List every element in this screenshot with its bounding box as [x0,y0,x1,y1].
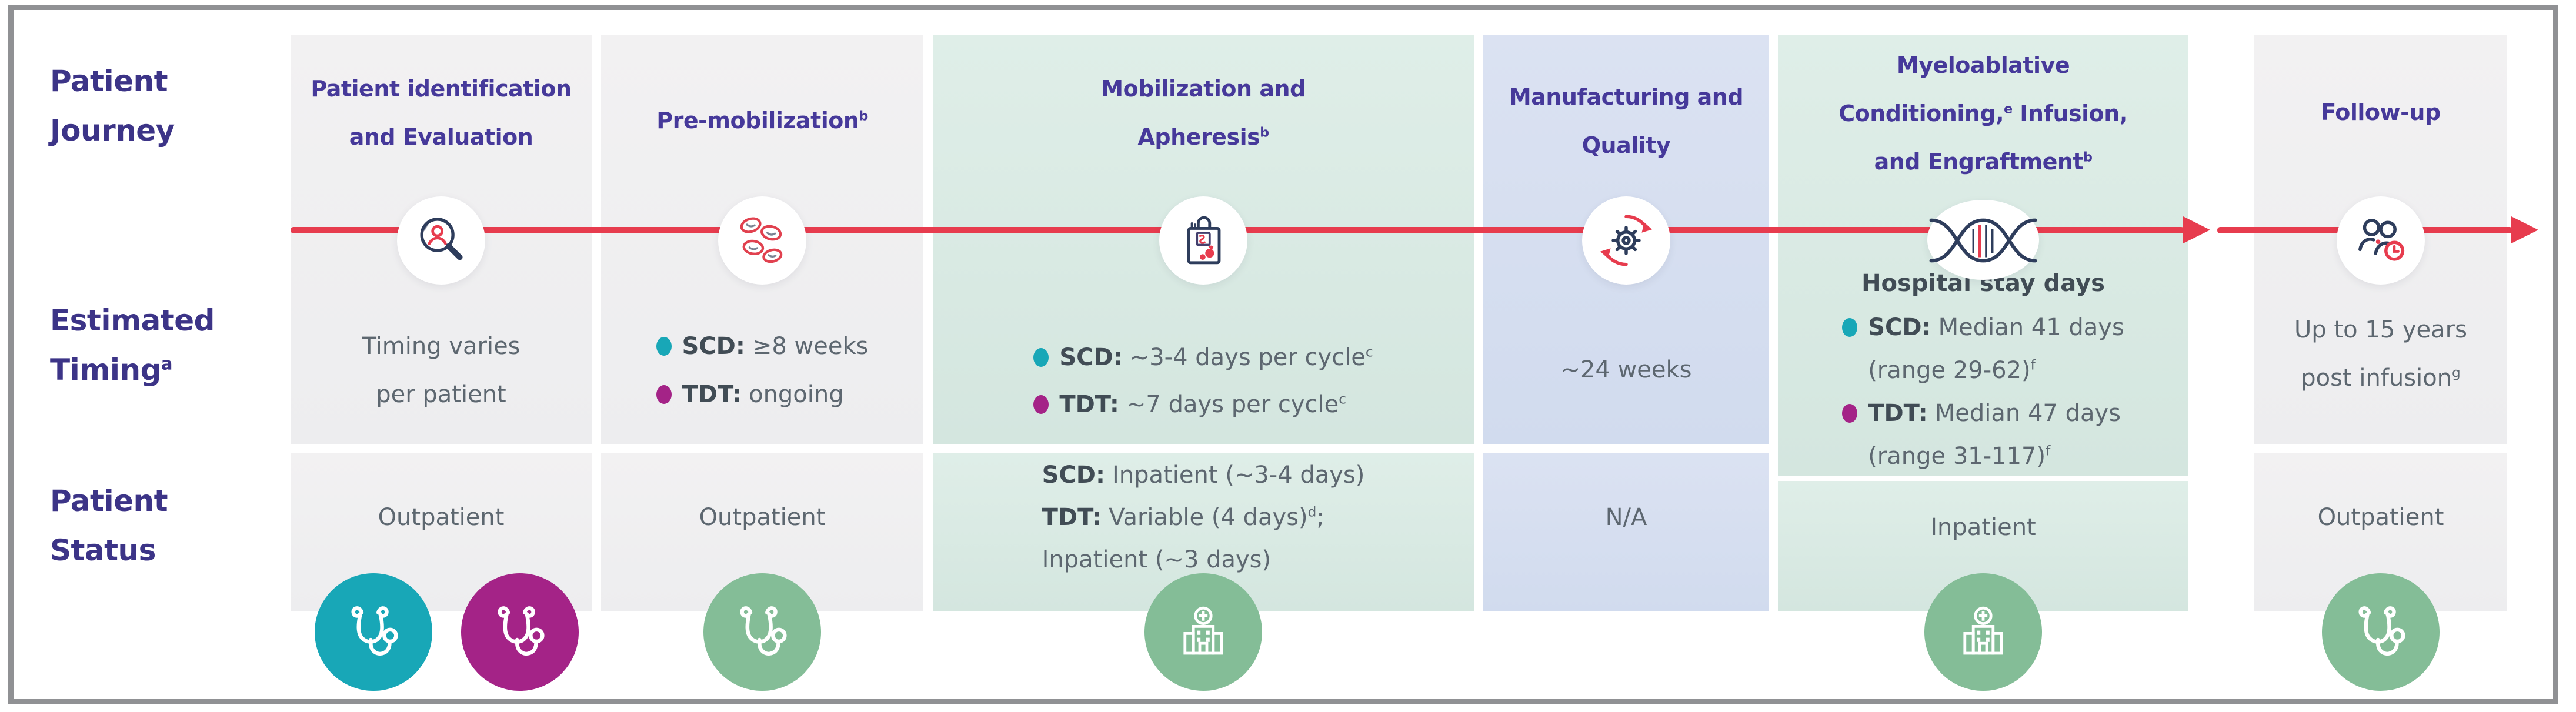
stage-header-mobilization-apheresis: Mobilization and Apheresisb [1101,76,1306,150]
figure-border [8,5,2558,704]
status-text-manufacturing: N/A [1605,504,1647,531]
status-hospital-badge-apheresis [1144,573,1262,691]
mobilization-apheresis-icon-badge [1159,196,1247,285]
scd-bullet-dot [656,337,672,356]
status-stethoscope-badge-outpatient [703,573,821,691]
status-text-follow-up: Outpatient [2317,504,2444,531]
timing-text-manufacturing: ~24 weeks [1560,356,1692,383]
pre-mobilization-icon-badge [718,196,806,285]
stethoscope-icon [351,606,398,656]
stethoscope-icon [498,606,545,656]
tdt-bullet-dot [1033,395,1049,414]
status-text-mobilization-apheresis: SCD: Inpatient (~3-4 days) TDT: Variable (… [1042,462,1365,573]
magnifier-person-icon [420,218,463,260]
status-text-pre-mobilization: Outpatient [699,504,826,531]
scd-bullet-dot [1033,348,1049,367]
status-stethoscope-badge-tdt [461,573,579,691]
status-hospital-badge-myeloablative [1924,573,2042,691]
timing-text-myeloablative: Hospital stay days SCD: Median 41 days (r… [1778,266,2188,477]
scd-bullet-dot [1842,317,1858,337]
tdt-bullet-dot [1842,403,1858,423]
apheresis-bag-icon [1187,216,1221,265]
status-text-myeloablative: Inpatient [1930,514,2036,541]
blood-cells-icon [740,217,783,263]
status-stethoscope-badge-follow-up [2322,573,2440,691]
stage-header-myeloablative: Myeloablative Conditioning,e Infusion, a… [1838,52,2128,175]
hospital-icon [1963,606,2003,655]
row-label-estimated-timing: Estimated Timinga [50,303,215,387]
dna-helix-icon [1929,218,2037,263]
status-panel-manufacturing [1483,453,1769,611]
timeline-end-arrowhead [2511,216,2538,243]
row-label-patient-status: Patient Status [50,484,168,567]
timeline-arrowhead [2183,216,2210,243]
myeloablative-icon-badge [1927,200,2039,280]
stage-header-identification: Patient identification and Evaluation [311,76,572,150]
identification-icon-badge [397,196,485,285]
stage-header-pre-mobilization: Pre-mobilizationb [656,108,868,133]
stage-header-follow-up: Follow-up [2321,99,2441,125]
row-label-patient-journey: Patient Journey [50,64,175,148]
stage-header-manufacturing: Manufacturing and Quality [1509,84,1744,158]
hospital-icon [1183,606,1223,655]
status-text-identification: Outpatient [378,504,505,531]
stethoscope-icon [740,606,787,656]
tdt-bullet-dot [656,385,672,404]
timing-text-mobilization-apheresis: SCD: ~3-4 days per cyclec TDT: ~7 days per… [933,334,1474,428]
follow-up-icon-badge [2337,196,2425,285]
status-stethoscope-badge-scd [315,573,432,691]
timing-text-follow-up: Up to 15 years post infusiong [2294,316,2467,392]
gear-refresh-icon [1600,215,1652,266]
timing-text-pre-mobilization: SCD: ≥8 weeks TDT: ongoing [601,322,923,419]
stethoscope-icon [2358,606,2405,656]
manufacturing-icon-badge [1582,196,1670,285]
people-clock-icon [2358,219,2405,261]
timing-text-identification: Timing varies per patient [362,333,520,408]
